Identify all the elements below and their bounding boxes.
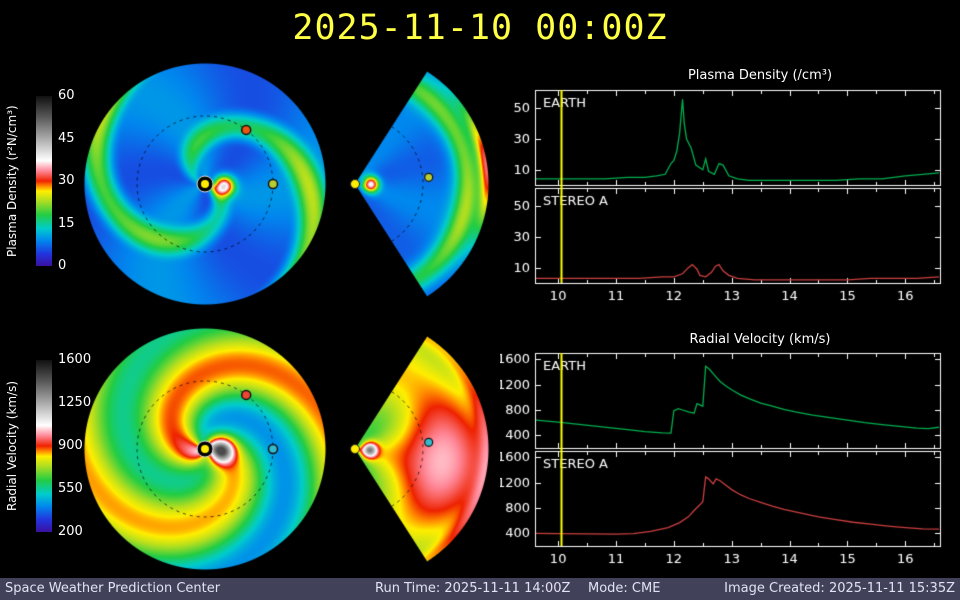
density-time-series	[500, 85, 950, 310]
velocity-meridional-map	[345, 336, 495, 562]
density-colorbar	[36, 96, 52, 266]
colorbar-tick: 200	[58, 524, 83, 539]
colorbar-tick: 45	[58, 130, 75, 146]
velocity-colorbar-label: Radial Velocity (km/s)	[5, 380, 19, 512]
frame-timestamp: 2025-11-10 00:00Z	[292, 8, 668, 48]
colorbar-tick: 15	[58, 215, 75, 231]
colorbar-tick: 900	[58, 438, 83, 453]
colorbar-tick: 1250	[58, 395, 92, 410]
footer-bar: Space Weather Prediction Center Run Time…	[0, 578, 960, 600]
colorbar-tick: 60	[58, 88, 75, 103]
colorbar-tick: 0	[58, 258, 67, 273]
density-colorbar-label: Plasma Density (r²N/cm³)	[5, 105, 19, 257]
density-meridional-map	[345, 71, 495, 297]
velocity-time-series	[500, 348, 950, 570]
velocity-chart-title: Radial Velocity (km/s)	[689, 332, 831, 347]
velocity-polar-map	[83, 327, 327, 571]
colorbar-tick: 1600	[58, 352, 92, 367]
footer-image-created: Image Created: 2025-11-11 15:35Z	[724, 581, 955, 596]
colorbar-tick: 30	[58, 173, 75, 188]
footer-organization: Space Weather Prediction Center	[5, 581, 221, 596]
colorbar-tick: 550	[58, 481, 83, 496]
velocity-colorbar	[36, 360, 52, 532]
density-chart-title: Plasma Density (/cm³)	[687, 68, 833, 83]
footer-run-time: Run Time: 2025-11-11 14:00Z	[375, 581, 571, 596]
density-polar-map	[83, 62, 327, 306]
footer-mode: Mode: CME	[588, 581, 661, 596]
